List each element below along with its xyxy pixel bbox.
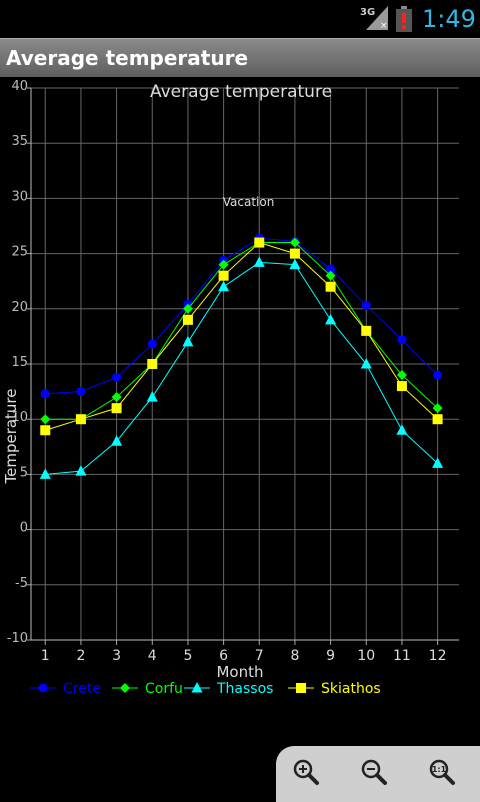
crete-data-point: [76, 387, 86, 397]
svg-text:1:1: 1:1: [432, 765, 447, 774]
thassos-data-point: [111, 435, 123, 446]
x-tick-label: 3: [112, 648, 121, 664]
x-tick-label: 11: [393, 648, 411, 664]
x-tick-label: 2: [76, 648, 85, 664]
corfu-data-point: [40, 414, 51, 425]
crete-data-point: [397, 335, 407, 345]
signal-icon: ×: [366, 6, 388, 30]
crete-data-point: [112, 372, 122, 382]
skiathos-data-point: [396, 381, 407, 392]
zoom-controls: 1:1: [276, 746, 480, 802]
thassos-data-point: [39, 468, 51, 479]
x-tick-label: 12: [429, 648, 447, 664]
skiathos-data-point: [361, 325, 372, 336]
chart-title: Average temperature: [150, 82, 332, 102]
skiathos-data-point: [218, 270, 229, 281]
corfu-data-point: [111, 392, 122, 403]
corfu-series-line: [45, 242, 438, 420]
y-tick-label: -10: [7, 631, 28, 646]
corfu-data-point: [289, 237, 300, 248]
thassos-series-line: [45, 261, 438, 475]
skiathos-data-point: [289, 248, 300, 259]
annotation-label: Vacation: [223, 195, 275, 209]
crete-series-line: [45, 237, 438, 395]
crete-data-point: [433, 370, 443, 380]
svg-text:×: ×: [380, 21, 388, 30]
legend-label-thassos: Thassos: [216, 681, 273, 697]
y-tick-label: 40: [11, 79, 28, 94]
x-tick-label: 5: [183, 648, 192, 664]
y-tick-label: 5: [20, 465, 28, 480]
corfu-data-point: [325, 270, 336, 281]
crete-data-point: [147, 339, 157, 349]
y-tick-label: 30: [11, 189, 28, 204]
skiathos-data-point: [325, 281, 336, 292]
skiathos-data-point: [254, 237, 265, 248]
x-tick-label: 7: [255, 648, 264, 664]
crete-data-point: [326, 264, 336, 274]
x-axis-label: Month: [216, 663, 263, 681]
legend-marker-crete: [38, 683, 48, 693]
thassos-data-point: [360, 358, 372, 369]
crete-data-point: [40, 389, 50, 399]
zoom-out-icon[interactable]: [356, 754, 392, 790]
zoom-in-icon[interactable]: [288, 754, 324, 790]
legend-label-crete: Crete: [63, 681, 101, 697]
legend-marker-corfu: [120, 683, 130, 693]
corfu-data-point: [182, 303, 193, 314]
x-tick-label: 9: [326, 648, 335, 664]
x-tick-label: 8: [290, 648, 299, 664]
thassos-data-point: [253, 256, 265, 267]
app-title: Average temperature: [6, 46, 249, 70]
x-tick-label: 6: [219, 648, 228, 664]
status-time: 1:49: [422, 5, 476, 33]
x-tick-label: 4: [148, 648, 157, 664]
y-tick-label: 25: [11, 245, 28, 260]
y-tick-label: 10: [11, 410, 28, 425]
y-tick-label: 15: [11, 355, 28, 370]
thassos-data-point: [146, 391, 158, 402]
crete-data-point: [361, 300, 371, 310]
skiathos-data-point: [75, 414, 86, 425]
thassos-data-point: [289, 258, 301, 270]
y-tick-label: 20: [11, 300, 28, 315]
battery-alert-icon: [396, 6, 412, 32]
status-bar: 3G × 1:49: [0, 0, 480, 38]
corfu-data-point: [218, 259, 229, 270]
skiathos-data-point: [432, 414, 443, 425]
thassos-data-point: [325, 313, 337, 325]
x-tick-label: 1: [41, 648, 50, 664]
skiathos-data-point: [182, 314, 193, 325]
skiathos-series-line: [45, 241, 438, 431]
y-axis-label: Temperature: [2, 388, 20, 484]
legend-label-corfu: Corfu: [145, 681, 183, 697]
y-tick-label: -5: [15, 576, 28, 591]
y-tick-label: 0: [20, 521, 28, 536]
legend-marker-thassos: [191, 682, 203, 693]
legend-marker-skiathos: [296, 683, 306, 693]
zoom-reset-icon[interactable]: 1:1: [424, 754, 460, 790]
skiathos-data-point: [147, 359, 158, 369]
network-type: 3G: [360, 7, 376, 18]
corfu-data-point: [432, 403, 443, 414]
thassos-data-point: [182, 335, 194, 347]
skiathos-data-point: [40, 425, 51, 436]
title-bar: Average temperature: [0, 38, 480, 77]
thassos-data-point: [75, 465, 87, 476]
corfu-data-point: [396, 370, 407, 381]
x-tick-label: 10: [357, 648, 375, 664]
thassos-data-point: [218, 280, 230, 292]
skiathos-data-point: [111, 403, 122, 414]
thassos-data-point: [432, 457, 444, 468]
legend-label-skiathos: Skiathos: [321, 681, 381, 697]
y-tick-label: 35: [11, 134, 28, 149]
thassos-data-point: [396, 424, 408, 435]
